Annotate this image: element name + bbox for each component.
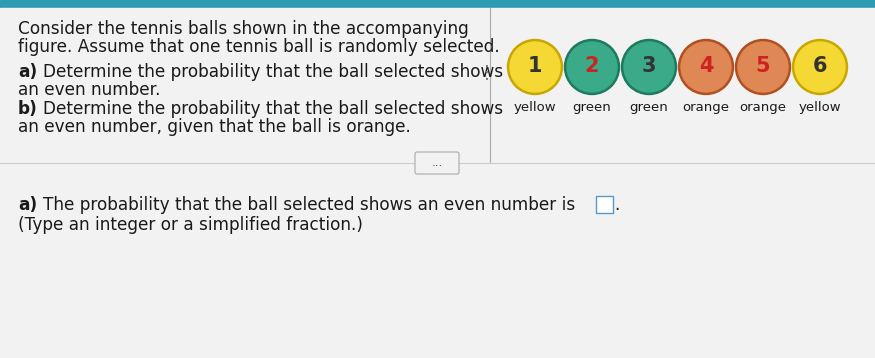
Text: b): b) xyxy=(18,100,38,118)
Text: Determine the probability that the ball selected shows: Determine the probability that the ball … xyxy=(43,100,503,118)
Circle shape xyxy=(624,42,674,92)
Circle shape xyxy=(510,42,560,92)
Circle shape xyxy=(736,39,790,95)
Text: 3: 3 xyxy=(641,56,656,76)
Circle shape xyxy=(795,42,845,92)
Text: 1: 1 xyxy=(528,56,542,76)
Text: green: green xyxy=(630,101,668,114)
Text: a): a) xyxy=(18,196,38,214)
Text: an even number, given that the ball is orange.: an even number, given that the ball is o… xyxy=(18,118,411,136)
Text: a): a) xyxy=(18,63,38,81)
Circle shape xyxy=(567,42,617,92)
Text: figure. Assume that one tennis ball is randomly selected.: figure. Assume that one tennis ball is r… xyxy=(18,38,500,56)
Circle shape xyxy=(621,39,676,95)
Text: ⋮: ⋮ xyxy=(478,64,496,82)
Text: green: green xyxy=(572,101,612,114)
Text: .: . xyxy=(614,196,620,214)
Text: yellow: yellow xyxy=(514,101,556,114)
Text: 5: 5 xyxy=(756,56,770,76)
Text: 2: 2 xyxy=(584,56,599,76)
Circle shape xyxy=(681,42,731,92)
Text: orange: orange xyxy=(682,101,730,114)
Bar xyxy=(0,0,875,8)
FancyBboxPatch shape xyxy=(415,152,459,174)
Text: The probability that the ball selected shows an even number is: The probability that the ball selected s… xyxy=(43,196,575,214)
Circle shape xyxy=(738,42,788,92)
Circle shape xyxy=(564,39,620,95)
FancyBboxPatch shape xyxy=(596,196,613,213)
Circle shape xyxy=(507,39,563,95)
Circle shape xyxy=(678,39,733,95)
Text: Consider the tennis balls shown in the accompanying: Consider the tennis balls shown in the a… xyxy=(18,20,469,38)
Circle shape xyxy=(793,39,848,95)
Text: Determine the probability that the ball selected shows: Determine the probability that the ball … xyxy=(43,63,503,81)
Text: 6: 6 xyxy=(813,56,827,76)
Text: an even number.: an even number. xyxy=(18,81,160,99)
Text: ...: ... xyxy=(431,156,443,169)
Text: (Type an integer or a simplified fraction.): (Type an integer or a simplified fractio… xyxy=(18,216,363,234)
Text: 4: 4 xyxy=(699,56,713,76)
Text: yellow: yellow xyxy=(799,101,842,114)
Text: orange: orange xyxy=(739,101,787,114)
